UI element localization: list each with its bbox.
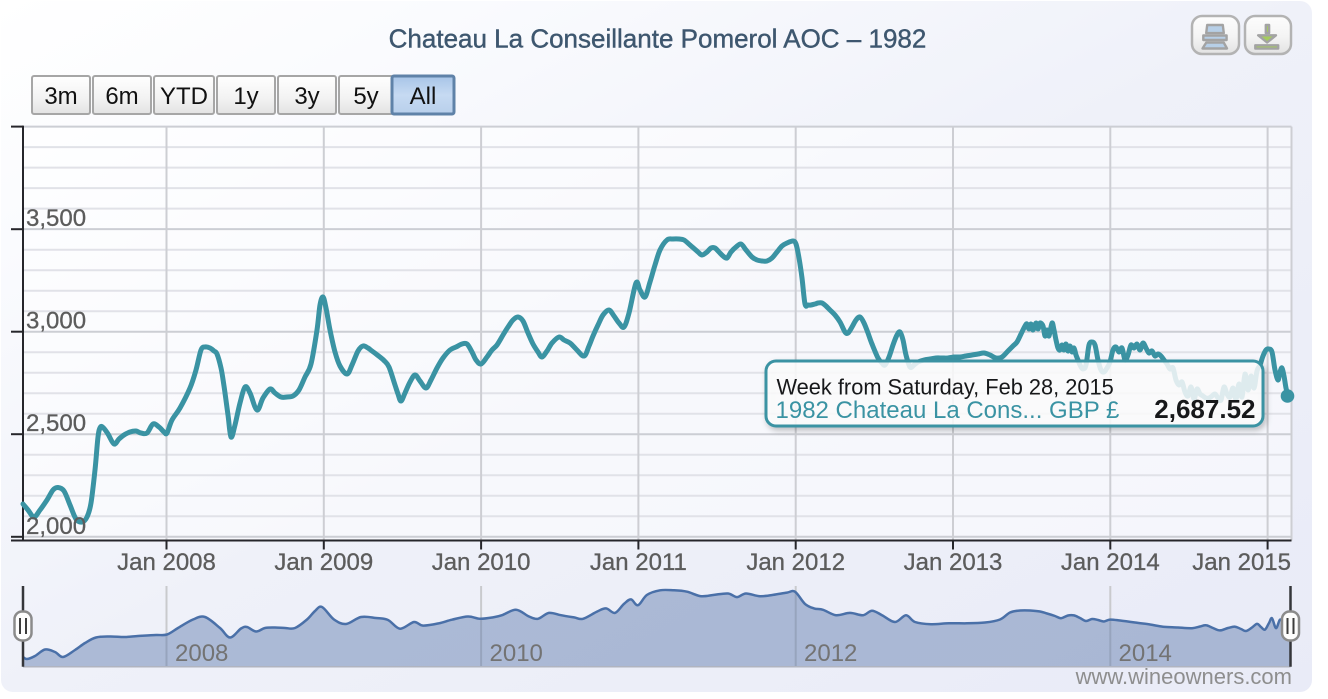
svg-text:3y: 3y [294, 83, 319, 110]
svg-text:2012: 2012 [804, 640, 857, 667]
svg-text:2014: 2014 [1119, 640, 1172, 667]
svg-text:5y: 5y [353, 83, 378, 110]
svg-text:www.wineowners.com: www.wineowners.com [1075, 664, 1292, 689]
svg-text:Week from Saturday, Feb 28, 20: Week from Saturday, Feb 28, 2015 [777, 375, 1114, 400]
svg-text:2008: 2008 [175, 640, 228, 667]
svg-text:Jan 2009: Jan 2009 [274, 549, 373, 576]
svg-text:3m: 3m [44, 83, 77, 110]
svg-text:6m: 6m [105, 83, 138, 110]
svg-text:Jan 2012: Jan 2012 [746, 549, 845, 576]
svg-text:Jan 2013: Jan 2013 [904, 549, 1003, 576]
svg-text:2,500: 2,500 [26, 410, 86, 437]
svg-text:Jan 2014: Jan 2014 [1061, 549, 1160, 576]
svg-text:3,500: 3,500 [26, 205, 86, 232]
svg-text:Chateau La Conseillante Pomero: Chateau La Conseillante Pomerol AOC – 19… [389, 24, 927, 54]
svg-text:Jan 2010: Jan 2010 [432, 549, 531, 576]
svg-text:2,000: 2,000 [26, 513, 86, 540]
svg-text:Jan 2008: Jan 2008 [117, 549, 216, 576]
svg-text:2010: 2010 [490, 640, 543, 667]
svg-text:Jan 2015: Jan 2015 [1192, 549, 1291, 576]
svg-text:All: All [410, 83, 437, 110]
svg-text:3,000: 3,000 [26, 308, 86, 335]
svg-text:1y: 1y [233, 83, 258, 110]
svg-text:2,687.52: 2,687.52 [1154, 394, 1255, 424]
svg-text:YTD: YTD [160, 83, 208, 110]
svg-text:1982 Chateau La Cons... GBP £: 1982 Chateau La Cons... GBP £ [776, 397, 1120, 424]
svg-text:Jan 2011: Jan 2011 [590, 549, 687, 576]
